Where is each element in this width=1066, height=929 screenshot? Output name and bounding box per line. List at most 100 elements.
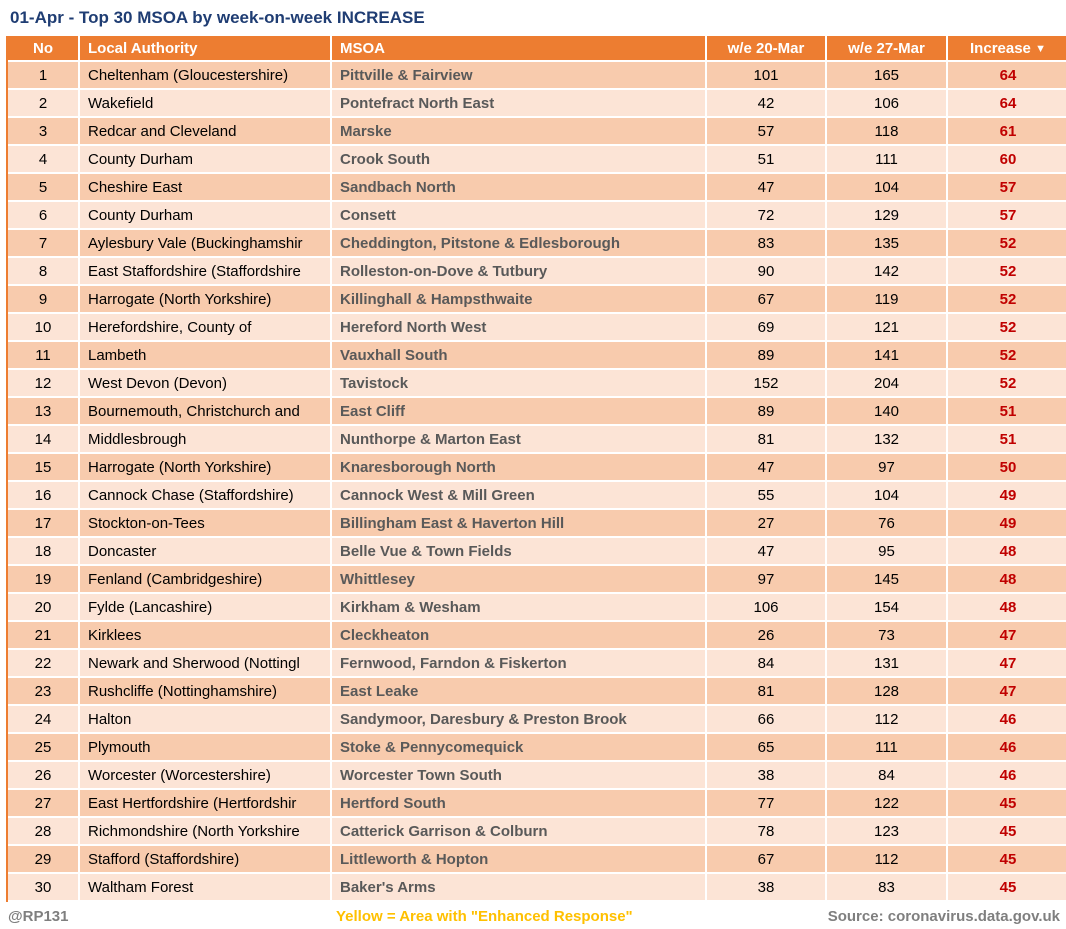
cell-local-authority: Lambeth (80, 342, 332, 370)
cell-we-27-mar: 111 (827, 734, 948, 762)
cell-we-27-mar: 132 (827, 426, 948, 454)
cell-no: 25 (8, 734, 80, 762)
table-row: 2 Wakefield Pontefract North East 42 106 64 (8, 90, 1066, 118)
cell-local-authority: East Staffordshire (Staffordshire (80, 258, 332, 286)
table-row: 14 Middlesbrough Nunthorpe & Marton East 81… (8, 426, 1066, 454)
cell-we-20-mar: 89 (707, 398, 827, 426)
table-row: 5 Cheshire East Sandbach North 47 104 57 (8, 174, 1066, 202)
cell-no: 15 (8, 454, 80, 482)
cell-no: 23 (8, 678, 80, 706)
cell-msoa: Killinghall & Hampsthwaite (332, 286, 707, 314)
cell-increase: 52 (948, 286, 1066, 314)
cell-we-20-mar: 67 (707, 846, 827, 874)
cell-we-27-mar: 112 (827, 846, 948, 874)
cell-we-20-mar: 42 (707, 90, 827, 118)
cell-we-27-mar: 141 (827, 342, 948, 370)
cell-local-authority: Fylde (Lancashire) (80, 594, 332, 622)
cell-no: 29 (8, 846, 80, 874)
column-header-no: No (8, 36, 80, 62)
cell-increase: 48 (948, 538, 1066, 566)
cell-msoa: Nunthorpe & Marton East (332, 426, 707, 454)
cell-local-authority: Worcester (Worcestershire) (80, 762, 332, 790)
cell-msoa: Hereford North West (332, 314, 707, 342)
cell-msoa: Pontefract North East (332, 90, 707, 118)
cell-we-27-mar: 104 (827, 482, 948, 510)
cell-local-authority: Harrogate (North Yorkshire) (80, 454, 332, 482)
cell-no: 27 (8, 790, 80, 818)
cell-increase: 47 (948, 678, 1066, 706)
table-row: 20 Fylde (Lancashire) Kirkham & Wesham 106 1… (8, 594, 1066, 622)
cell-increase: 52 (948, 370, 1066, 398)
cell-we-27-mar: 123 (827, 818, 948, 846)
cell-increase: 45 (948, 874, 1066, 902)
cell-local-authority: Middlesbrough (80, 426, 332, 454)
cell-we-20-mar: 84 (707, 650, 827, 678)
cell-msoa: Catterick Garrison & Colburn (332, 818, 707, 846)
footer: @RP131 Yellow = Area with "Enhanced Resp… (6, 902, 1066, 925)
cell-increase: 51 (948, 398, 1066, 426)
cell-no: 19 (8, 566, 80, 594)
cell-we-27-mar: 95 (827, 538, 948, 566)
cell-local-authority: Wakefield (80, 90, 332, 118)
cell-increase: 48 (948, 594, 1066, 622)
cell-msoa: Rolleston-on-Dove & Tutbury (332, 258, 707, 286)
cell-we-27-mar: 97 (827, 454, 948, 482)
cell-msoa: Worcester Town South (332, 762, 707, 790)
cell-local-authority: Cannock Chase (Staffordshire) (80, 482, 332, 510)
cell-msoa: East Leake (332, 678, 707, 706)
cell-we-27-mar: 140 (827, 398, 948, 426)
cell-local-authority: Aylesbury Vale (Buckinghamshir (80, 230, 332, 258)
cell-local-authority: Fenland (Cambridgeshire) (80, 566, 332, 594)
cell-no: 28 (8, 818, 80, 846)
cell-we-27-mar: 131 (827, 650, 948, 678)
cell-no: 22 (8, 650, 80, 678)
cell-we-27-mar: 128 (827, 678, 948, 706)
legend-note: Yellow = Area with "Enhanced Response" (336, 908, 633, 925)
table-row: 10 Herefordshire, County of Hereford North… (8, 314, 1066, 342)
msoa-table: No Local Authority MSOA w/e 20-Mar w/e 2… (6, 36, 1066, 902)
cell-no: 16 (8, 482, 80, 510)
cell-msoa: Crook South (332, 146, 707, 174)
cell-no: 13 (8, 398, 80, 426)
cell-no: 30 (8, 874, 80, 902)
table-row: 9 Harrogate (North Yorkshire) Killinghall … (8, 286, 1066, 314)
cell-local-authority: Herefordshire, County of (80, 314, 332, 342)
cell-local-authority: Stafford (Staffordshire) (80, 846, 332, 874)
cell-local-authority: Bournemouth, Christchurch and (80, 398, 332, 426)
cell-we-20-mar: 97 (707, 566, 827, 594)
cell-increase: 60 (948, 146, 1066, 174)
cell-local-authority: Doncaster (80, 538, 332, 566)
cell-no: 14 (8, 426, 80, 454)
cell-local-authority: Stockton-on-Tees (80, 510, 332, 538)
cell-we-27-mar: 83 (827, 874, 948, 902)
cell-we-27-mar: 118 (827, 118, 948, 146)
table-row: 7 Aylesbury Vale (Buckinghamshir Cheddingt… (8, 230, 1066, 258)
cell-local-authority: Richmondshire (North Yorkshire (80, 818, 332, 846)
cell-local-authority: Cheshire East (80, 174, 332, 202)
cell-we-27-mar: 73 (827, 622, 948, 650)
column-header-local-authority: Local Authority (80, 36, 332, 62)
cell-no: 24 (8, 706, 80, 734)
cell-increase: 52 (948, 342, 1066, 370)
cell-we-20-mar: 27 (707, 510, 827, 538)
column-header-msoa: MSOA (332, 36, 707, 62)
cell-increase: 48 (948, 566, 1066, 594)
cell-local-authority: Halton (80, 706, 332, 734)
credit-handle: @RP131 (8, 908, 69, 925)
table-row: 26 Worcester (Worcestershire) Worcester To… (8, 762, 1066, 790)
cell-increase: 49 (948, 482, 1066, 510)
source-note: Source: coronavirus.data.gov.uk (827, 908, 1060, 925)
cell-increase: 61 (948, 118, 1066, 146)
cell-we-27-mar: 119 (827, 286, 948, 314)
cell-we-27-mar: 165 (827, 62, 948, 90)
table-row: 12 West Devon (Devon) Tavistock 152 204 52 (8, 370, 1066, 398)
cell-we-20-mar: 72 (707, 202, 827, 230)
cell-increase: 49 (948, 510, 1066, 538)
table-row: 28 Richmondshire (North Yorkshire Catteric… (8, 818, 1066, 846)
cell-msoa: Cannock West & Mill Green (332, 482, 707, 510)
cell-local-authority: Cheltenham (Gloucestershire) (80, 62, 332, 90)
column-header-increase[interactable]: Increase ▼ (948, 36, 1066, 62)
table-row: 17 Stockton-on-Tees Billingham East & Have… (8, 510, 1066, 538)
cell-increase: 64 (948, 90, 1066, 118)
table-header: No Local Authority MSOA w/e 20-Mar w/e 2… (8, 36, 1066, 62)
